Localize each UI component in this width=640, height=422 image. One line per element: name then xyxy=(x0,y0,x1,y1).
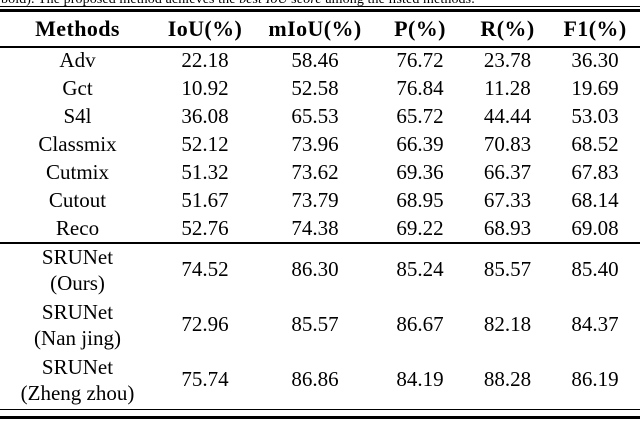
method-name: SRUNet (Ours) xyxy=(0,242,155,297)
caption-emphasis: best IoU score xyxy=(239,0,322,7)
top-rule-thin xyxy=(0,6,640,8)
iou-value: 72.96 xyxy=(181,312,229,336)
miou-value: 74.38 xyxy=(291,215,339,240)
miou-value: 85.57 xyxy=(291,312,339,336)
method-name: S4l xyxy=(63,103,92,128)
bottom-rule-thin xyxy=(0,409,640,411)
col-header-f1: F1(%) xyxy=(563,16,627,41)
iou-value: 52.76 xyxy=(181,215,229,240)
iou-value: 51.67 xyxy=(181,187,229,212)
method-name-line2: (Nan jing) xyxy=(34,325,121,350)
results-table: Methods IoU(%) mIoU(%) P(%) R(%) F1(%) A… xyxy=(0,12,640,407)
miou-value: 65.53 xyxy=(291,103,339,128)
mid-rule xyxy=(0,242,640,244)
f1-value: 19.69 xyxy=(571,75,619,100)
method-name: Gct xyxy=(62,75,93,100)
p-value: 66.39 xyxy=(396,131,444,156)
table-row: Cutout 51.67 73.79 68.95 67.33 68.14 xyxy=(0,186,640,214)
iou-value: 51.32 xyxy=(181,159,229,184)
method-name: SRUNet (Zheng zhou) xyxy=(0,352,155,407)
p-value: 84.19 xyxy=(396,367,444,391)
caption-prefix: bold). The proposed method achieves the xyxy=(1,0,239,7)
r-value: 67.33 xyxy=(483,187,532,212)
iou-value: 36.08 xyxy=(181,103,229,128)
r-value: 82.18 xyxy=(483,312,532,336)
table-caption: bold). The proposed method achieves the … xyxy=(1,0,640,7)
f1-value-best: 86.19 xyxy=(571,367,619,391)
p-value: 69.36 xyxy=(396,159,444,184)
method-name: Reco xyxy=(55,215,100,240)
table-row-srunet-zhengzhou: SRUNet (Zheng zhou) 75.74 86.86 84.19 88… xyxy=(0,352,640,407)
f1-value: 36.30 xyxy=(571,47,619,72)
method-name-line2: (Zheng zhou) xyxy=(20,380,135,405)
col-header-p: P(%) xyxy=(394,16,446,41)
p-value: 85.24 xyxy=(396,257,444,281)
method-name-line1: SRUNet xyxy=(41,244,114,269)
table-row: Reco 52.76 74.38 69.22 68.93 69.08 xyxy=(0,214,640,242)
table-row-srunet-nanjing: SRUNet (Nan jing) 72.96 85.57 86.67 82.1… xyxy=(0,297,640,352)
method-name-line1: SRUNet xyxy=(41,354,114,379)
table-row: Classmix 52.12 73.96 66.39 70.83 68.52 xyxy=(0,130,640,158)
miou-value: 52.58 xyxy=(291,75,339,100)
f1-value: 68.52 xyxy=(571,131,619,156)
f1-value: 68.14 xyxy=(571,187,619,212)
header-row: Methods IoU(%) mIoU(%) P(%) R(%) F1(%) xyxy=(0,12,640,46)
col-header-iou: IoU(%) xyxy=(167,16,243,41)
p-value: 76.72 xyxy=(396,47,444,72)
f1-value: 84.37 xyxy=(571,312,619,336)
table-row: Gct 10.92 52.58 76.84 11.28 19.69 xyxy=(0,74,640,102)
col-header-miou: mIoU(%) xyxy=(268,16,362,41)
table-row-srunet-ours: SRUNet (Ours) 74.52 86.30 85.24 85.57 85… xyxy=(0,242,640,297)
table-row: Adv 22.18 58.46 76.72 23.78 36.30 xyxy=(0,46,640,74)
r-value-best: 88.28 xyxy=(483,367,532,391)
r-value: 23.78 xyxy=(483,47,532,72)
method-name: Adv xyxy=(59,47,96,72)
p-value: 76.84 xyxy=(396,75,444,100)
r-value: 11.28 xyxy=(484,75,531,100)
r-value: 70.83 xyxy=(483,131,532,156)
miou-value-best: 86.86 xyxy=(291,367,339,391)
r-value: 68.93 xyxy=(483,215,532,240)
method-name: Cutout xyxy=(48,187,107,212)
caption-suffix: among the listed methods. xyxy=(322,0,475,7)
f1-value: 85.40 xyxy=(571,257,619,281)
f1-value: 53.03 xyxy=(571,103,619,128)
table-row: Cutmix 51.32 73.62 69.36 66.37 67.83 xyxy=(0,158,640,186)
miou-value: 73.79 xyxy=(291,187,339,212)
iou-value: 74.52 xyxy=(181,257,229,281)
miou-value: 73.62 xyxy=(291,159,339,184)
miou-value: 86.30 xyxy=(291,257,339,281)
col-header-methods: Methods xyxy=(35,16,120,41)
col-header-r: R(%) xyxy=(480,16,535,41)
r-value: 44.44 xyxy=(483,103,532,128)
miou-value: 58.46 xyxy=(291,47,339,72)
f1-value: 67.83 xyxy=(571,159,619,184)
method-name: SRUNet (Nan jing) xyxy=(0,297,155,352)
p-value: 69.22 xyxy=(396,215,444,240)
p-value: 68.95 xyxy=(396,187,444,212)
iou-value: 22.18 xyxy=(181,47,229,72)
method-name-line2: (Ours) xyxy=(50,270,105,295)
p-value: 65.72 xyxy=(396,103,444,128)
f1-value: 69.08 xyxy=(571,215,619,240)
r-value: 85.57 xyxy=(483,257,532,281)
iou-value: 10.92 xyxy=(181,75,229,100)
iou-value: 52.12 xyxy=(181,131,229,156)
bottom-rule-thick xyxy=(0,416,640,419)
method-name: Classmix xyxy=(38,131,117,156)
table-row: S4l 36.08 65.53 65.72 44.44 53.03 xyxy=(0,102,640,130)
miou-value: 73.96 xyxy=(291,131,339,156)
top-rule-thick xyxy=(0,9,640,12)
p-value-best: 86.67 xyxy=(396,312,444,336)
iou-value-best: 75.74 xyxy=(181,367,229,391)
method-name: Cutmix xyxy=(45,159,109,184)
method-name-line1: SRUNet xyxy=(41,299,114,324)
header-underline xyxy=(0,46,640,48)
r-value: 66.37 xyxy=(483,159,532,184)
